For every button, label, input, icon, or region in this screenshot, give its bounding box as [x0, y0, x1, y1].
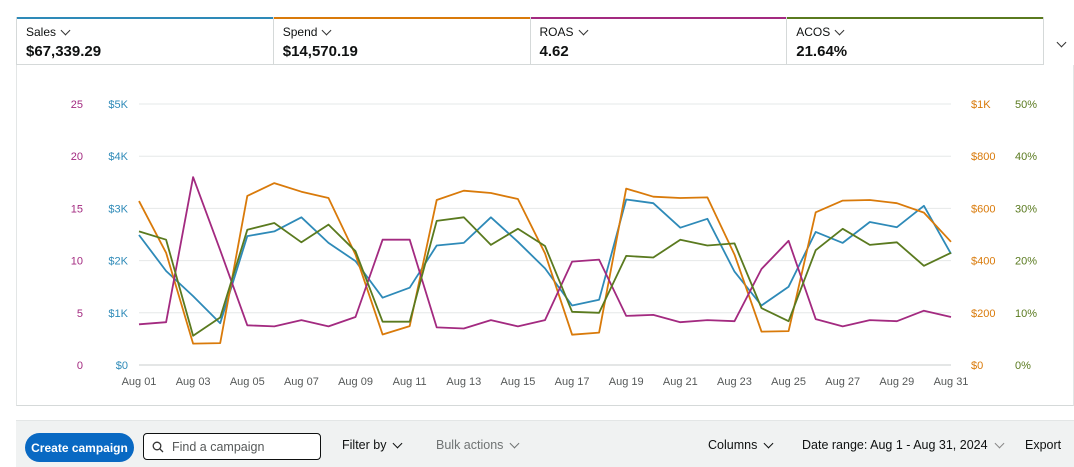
export-button[interactable]: Export	[1025, 438, 1061, 452]
date-range-dropdown[interactable]: Date range: Aug 1 - Aug 31, 2024	[802, 438, 1005, 452]
series-line-roas	[138, 176, 952, 330]
metric-value: $67,339.29	[26, 43, 102, 60]
columns-dropdown[interactable]: Columns	[708, 438, 774, 452]
metric-color-bar	[273, 17, 530, 19]
x-axis-tick: Aug 27	[825, 376, 860, 388]
roas-axis-tick: 0	[77, 360, 83, 372]
chevron-down-icon	[1056, 37, 1067, 48]
spend-axis-tick: $600	[971, 203, 995, 215]
x-axis-tick: Aug 13	[446, 376, 481, 388]
metric-tabs: Sales $67,339.29 Spend $14,570.19 ROAS 4…	[16, 17, 1044, 65]
search-icon	[152, 441, 164, 452]
performance-line-chart: 0 5 10 15 20 25 $0 $1K $2K $3K $4K $5K $0 $200 $400 $60…	[71, 99, 1037, 388]
sales-axis-tick: $2K	[108, 256, 128, 268]
chevron-down-icon[interactable]	[578, 25, 588, 36]
sales-axis-tick: $0	[116, 360, 128, 372]
chevron-down-icon[interactable]	[322, 25, 332, 36]
spend-axis-tick: $0	[971, 360, 983, 372]
date-range-label: Date range: Aug 1 - Aug 31, 2024	[802, 438, 988, 452]
acos-axis-tick: 0%	[1015, 360, 1031, 372]
expand-chart-button[interactable]	[1055, 33, 1069, 48]
metric-label: Sales	[26, 25, 57, 39]
chevron-down-icon	[393, 438, 403, 449]
metric-label: Spend	[282, 25, 318, 39]
metric-tab-sales[interactable]: Sales $67,339.29	[17, 17, 274, 64]
filter-by-dropdown[interactable]: Filter by	[342, 438, 403, 452]
spend-axis-tick: $400	[971, 256, 995, 268]
acos-axis-tick: 10%	[1015, 308, 1037, 320]
x-axis-tick: Aug 29	[879, 376, 914, 388]
x-axis-tick: Aug 01	[122, 376, 157, 388]
metric-value: $14,570.19	[282, 43, 358, 60]
acos-axis-tick: 20%	[1015, 256, 1037, 268]
metric-color-bar	[17, 17, 273, 19]
sales-axis-tick: $1K	[108, 308, 128, 320]
metric-value: 21.64%	[796, 43, 848, 60]
chevron-down-icon	[994, 438, 1005, 449]
roas-axis-tick: 5	[77, 308, 83, 320]
metric-tab-roas[interactable]: ROAS 4.62	[530, 17, 788, 64]
x-axis-tick: Aug 03	[176, 376, 211, 388]
acos-axis-tick: 40%	[1015, 151, 1037, 163]
series-line-sales	[138, 198, 952, 325]
bulk-actions-dropdown[interactable]: Bulk actions	[436, 438, 520, 452]
sales-axis-tick: $5K	[108, 99, 128, 111]
acos-axis-tick: 50%	[1015, 99, 1037, 111]
columns-label: Columns	[708, 438, 758, 452]
metric-value: 4.62	[539, 43, 569, 60]
metric-tab-spend[interactable]: Spend $14,570.19	[273, 17, 531, 64]
metric-color-bar	[787, 17, 1043, 19]
x-axis-tick: Aug 09	[338, 376, 373, 388]
campaign-toolbar: Create campaign Filter by Bulk actions C…	[16, 420, 1074, 467]
spend-axis-tick: $1K	[971, 99, 991, 111]
metric-label: ROAS	[539, 25, 574, 39]
chevron-down-icon	[509, 438, 520, 449]
sales-axis-tick: $4K	[108, 151, 128, 163]
x-axis-tick: Aug 25	[771, 376, 806, 388]
series-line-spend	[138, 182, 952, 345]
chart-panel: 0 5 10 15 20 25 $0 $1K $2K $3K $4K $5K $0 $200 $400 $60…	[16, 65, 1074, 406]
chevron-down-icon[interactable]	[834, 25, 845, 36]
metric-tab-acos[interactable]: ACOS 21.64%	[787, 17, 1043, 64]
roas-axis-tick: 10	[71, 256, 83, 268]
spend-axis-tick: $200	[971, 308, 995, 320]
x-axis-tick: Aug 17	[555, 376, 590, 388]
metric-color-bar	[530, 17, 787, 19]
x-axis-tick: Aug 19	[609, 376, 644, 388]
chevron-down-icon[interactable]	[60, 25, 71, 36]
acos-axis-tick: 30%	[1015, 203, 1037, 215]
sales-axis-tick: $3K	[108, 203, 128, 215]
x-axis-tick: Aug 05	[230, 376, 265, 388]
search-input[interactable]	[170, 438, 314, 455]
x-axis-tick: Aug 31	[934, 376, 969, 388]
export-label: Export	[1025, 438, 1062, 452]
x-axis-tick: Aug 07	[284, 376, 319, 388]
chevron-down-icon	[763, 438, 774, 449]
create-campaign-button[interactable]: Create campaign	[25, 433, 134, 462]
spend-axis-tick: $800	[971, 151, 995, 163]
x-axis-tick: Aug 23	[717, 376, 752, 388]
roas-axis-tick: 15	[71, 203, 83, 215]
search-box	[143, 433, 321, 460]
bulk-actions-label: Bulk actions	[436, 438, 504, 452]
series-line-acos	[138, 216, 952, 337]
x-axis-tick: Aug 11	[393, 376, 427, 388]
filter-by-label: Filter by	[342, 438, 387, 452]
roas-axis-tick: 25	[71, 99, 83, 111]
x-axis-tick: Aug 15	[500, 376, 535, 388]
metric-label: ACOS	[796, 25, 831, 39]
x-axis-tick: Aug 21	[663, 376, 698, 388]
roas-axis-tick: 20	[71, 151, 83, 163]
